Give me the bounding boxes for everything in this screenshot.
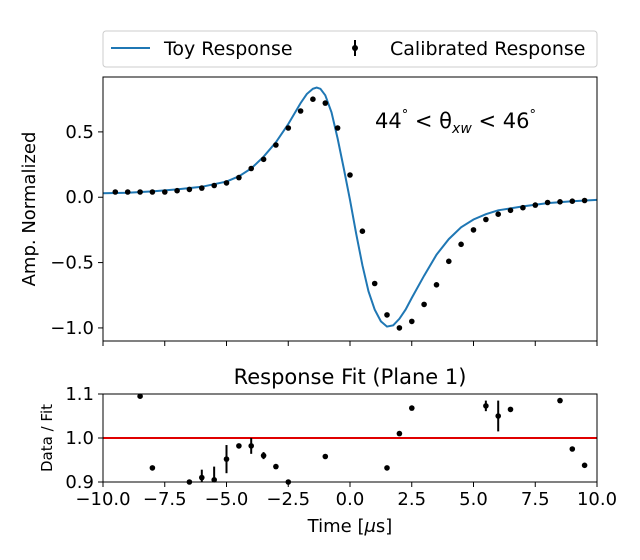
- bottom-x-tick-label: 5.0: [459, 489, 488, 510]
- calibrated-point: [458, 241, 464, 248]
- ratio-point: [396, 430, 403, 437]
- bottom-y-ticks: 0.9 1.0 1.1: [65, 384, 103, 493]
- ratio-point: [495, 413, 502, 419]
- calibrated-point: [248, 165, 254, 172]
- bottom-x-tick-label: −2.5: [266, 489, 310, 510]
- bottom-x-tick-label: 7.5: [521, 489, 550, 510]
- calibrated-point: [112, 189, 119, 195]
- top-y-tick-label: 0.0: [65, 187, 94, 208]
- ratio-point: [137, 393, 143, 400]
- ratio-point: [149, 465, 156, 471]
- calibrated-point: [507, 207, 514, 214]
- bottom-panel: Response Fit (Plane 1) −10.0 −7.5 −5.0 −2.5…: [38, 365, 617, 537]
- calibrated-point: [433, 282, 440, 288]
- calibrated-point: [322, 100, 329, 106]
- calibrated-point: [236, 174, 242, 181]
- ratio-point: [211, 477, 217, 483]
- legend-frame: [102, 30, 598, 68]
- bottom-y-axis-label: Data / Fit: [38, 404, 56, 472]
- top-y-ticks: −1.0 −0.5 0.0 0.5: [50, 122, 103, 339]
- calibrated-point: [273, 142, 279, 148]
- bottom-x-ticks: −10.0 −7.5 −5.0 −2.5 0.0 2.5 5.0 7.5 10.0: [75, 482, 617, 510]
- top-panel: −1.0 −0.5 0.0 0.5 Amp. Normalized 44° < θxw…: [19, 76, 598, 346]
- top-plot-area: [102, 86, 598, 331]
- bottom-x-tick-label: 10.0: [577, 489, 617, 510]
- legend-label-calibrated: Calibrated Response: [390, 38, 585, 60]
- bottom-y-tick-label: 1.1: [65, 384, 94, 405]
- bottom-x-tick-label: 0.0: [336, 489, 365, 510]
- ratio-point: [507, 406, 514, 413]
- ratio-point: [557, 397, 563, 404]
- calibrated-point: [199, 185, 205, 191]
- ratio-point: [322, 453, 329, 460]
- calibrated-point: [470, 227, 477, 233]
- calibrated-point: [124, 189, 131, 195]
- bottom-y-tick-label: 0.9: [65, 472, 94, 493]
- bottom-plot-area: [103, 393, 597, 485]
- calibrated-point: [285, 125, 292, 131]
- calibrated-point: [557, 199, 563, 205]
- calibrated-point: [569, 198, 576, 204]
- bottom-x-axis-label: Time [μs]: [307, 516, 393, 537]
- calibrated-point: [310, 96, 316, 102]
- bottom-x-tick-label: −5.0: [205, 489, 249, 510]
- ratio-point: [199, 474, 205, 481]
- calibrated-point: [223, 180, 230, 186]
- calibrated-point: [149, 189, 156, 195]
- calibrated-point: [384, 312, 390, 318]
- calibrated-point: [347, 172, 353, 178]
- calibrated-point: [421, 301, 427, 308]
- ratio-point: [581, 462, 588, 469]
- calibrated-point: [186, 186, 193, 193]
- calibrated-point: [483, 216, 489, 223]
- bottom-title: Response Fit (Plane 1): [234, 365, 467, 389]
- calibrated-point: [211, 182, 217, 189]
- bottom-x-tick-label: 2.5: [397, 489, 426, 510]
- calibrated-point: [334, 125, 341, 131]
- ratio-point: [569, 446, 576, 452]
- bottom-x-tick-label: −10.0: [75, 489, 130, 510]
- ratio-point: [236, 443, 242, 449]
- calibrated-point: [396, 325, 403, 331]
- calibrated-point: [297, 108, 304, 114]
- ratio-point: [248, 443, 254, 449]
- ratio-point: [273, 463, 279, 470]
- ratio-point: [260, 452, 267, 459]
- calibrated-point: [162, 189, 168, 195]
- calibrated-point: [137, 189, 143, 195]
- bottom-y-tick-label: 1.0: [65, 428, 94, 449]
- angle-annotation: 44° < θxw < 46°: [375, 108, 536, 137]
- calibrated-point: [544, 199, 551, 206]
- calibrated-point: [532, 202, 539, 208]
- legend-swatch-calibrated: [352, 45, 358, 51]
- top-y-tick-label: −1.0: [50, 318, 94, 339]
- ratio-point: [223, 456, 230, 462]
- legend-label-toy: Toy Response: [163, 38, 293, 60]
- ratio-point: [483, 403, 489, 409]
- top-y-tick-label: 0.5: [65, 122, 94, 143]
- calibrated-point: [174, 187, 180, 194]
- ratio-point: [384, 465, 390, 471]
- calibrated-point: [446, 258, 452, 265]
- calibrated-point: [520, 204, 526, 211]
- calibrated-point: [359, 228, 366, 234]
- calibrated-point: [371, 280, 378, 287]
- calibrated-point: [260, 156, 267, 163]
- calibrated-point: [409, 318, 415, 325]
- legend: Toy Response Calibrated Response: [102, 30, 598, 68]
- top-y-axis-label: Amp. Normalized: [19, 132, 40, 287]
- top-y-tick-label: −0.5: [50, 253, 94, 274]
- ratio-point: [409, 405, 415, 411]
- calibrated-point: [581, 197, 588, 204]
- calibrated-point: [495, 211, 502, 217]
- top-x-ticks: [102, 341, 598, 346]
- bottom-x-tick-label: −7.5: [143, 489, 187, 510]
